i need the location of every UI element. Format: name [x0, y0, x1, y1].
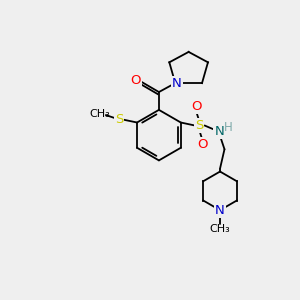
Text: CH₃: CH₃	[89, 109, 110, 118]
Text: N: N	[214, 125, 224, 138]
Text: N: N	[215, 204, 225, 217]
Text: H: H	[224, 122, 233, 134]
Text: S: S	[115, 113, 123, 126]
Text: N: N	[172, 76, 182, 90]
Text: O: O	[197, 138, 207, 151]
Text: S: S	[195, 119, 203, 132]
Text: O: O	[130, 74, 141, 87]
Text: O: O	[191, 100, 202, 113]
Text: CH₃: CH₃	[210, 224, 230, 234]
